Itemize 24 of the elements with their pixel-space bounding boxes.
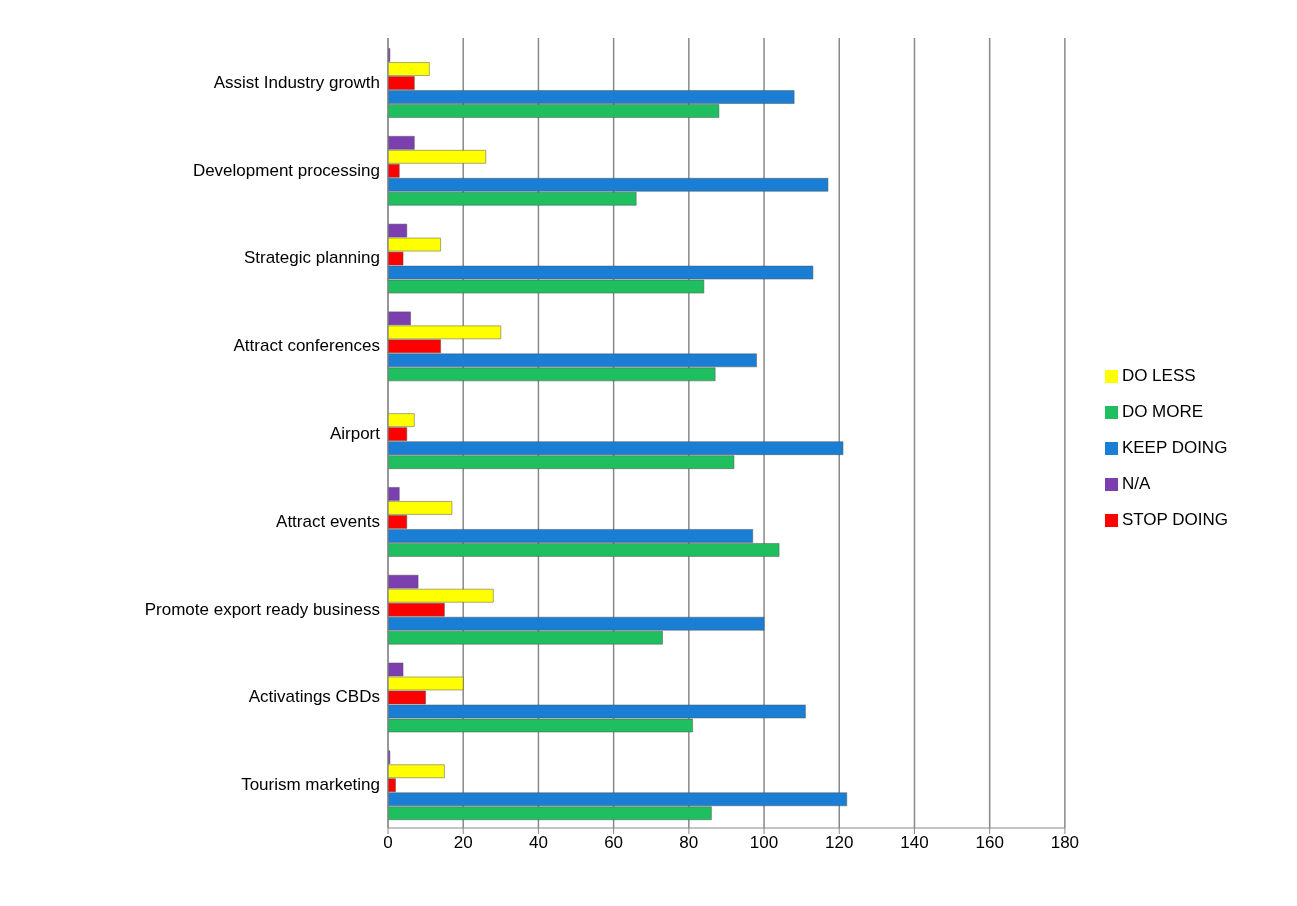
x-tick-label: 60 — [604, 833, 624, 853]
y-tick-label: Tourism marketing — [241, 775, 380, 795]
x-tick-label: 140 — [900, 833, 929, 853]
legend-label: STOP DOING — [1121, 510, 1228, 529]
x-tick-label: 80 — [679, 833, 699, 853]
x-tick-label: 0 — [383, 833, 393, 853]
legend-label: N/A — [1121, 474, 1151, 493]
legend-label: DO LESS — [1121, 366, 1196, 385]
x-tick-label: 120 — [825, 833, 854, 853]
y-tick-label: Development processing — [192, 160, 380, 180]
legend-label: DO MORE — [1121, 402, 1204, 421]
y-tick-label: Airport — [329, 424, 381, 444]
y-tick-label: Promote export ready business — [144, 599, 380, 619]
x-tick-label: 40 — [528, 833, 548, 853]
x-tick-label: 160 — [975, 833, 1004, 853]
x-tick-label: 100 — [749, 833, 779, 853]
y-tick-label: Activatings CBDs — [248, 687, 380, 707]
legend-label: KEEP DOING — [1121, 438, 1228, 457]
x-tick-label: 180 — [1050, 833, 1080, 853]
y-tick-label: Attract conferences — [233, 336, 380, 356]
x-tick-label: 20 — [453, 833, 473, 853]
y-tick-label: Assist Industry growth — [213, 72, 380, 92]
y-tick-label: Attract events — [276, 511, 380, 531]
y-tick-label: Strategic planning — [243, 248, 380, 268]
